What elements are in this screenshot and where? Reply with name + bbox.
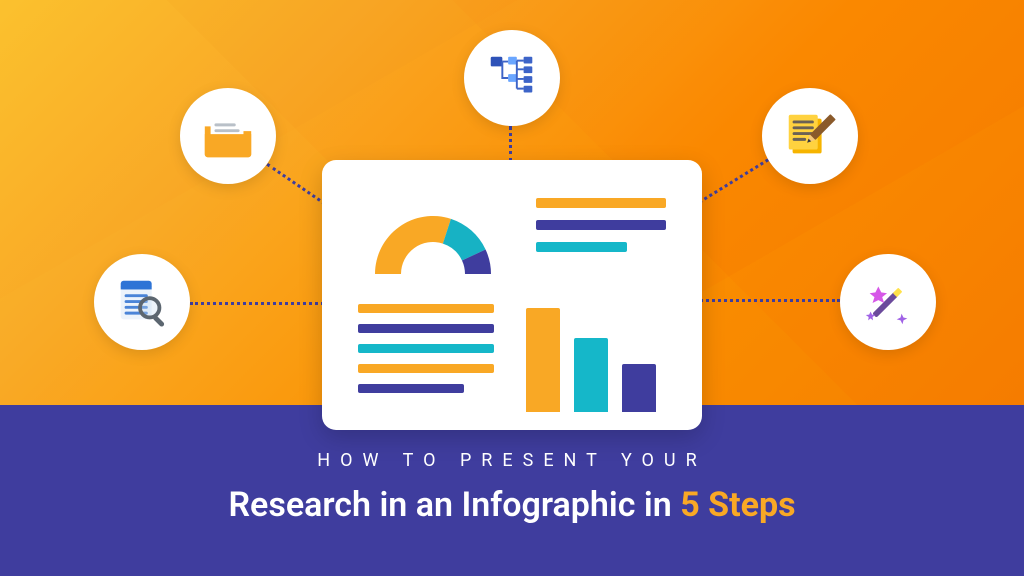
headline-main: Research in an Infographic in (228, 485, 680, 525)
dashboard-card (322, 160, 702, 430)
magic-wand-icon (840, 254, 936, 350)
hierarchy-icon (464, 30, 560, 126)
title-eyebrow: HOW TO PRESENT YOUR (0, 450, 1024, 471)
folder-icon (180, 88, 276, 184)
summary-lines (536, 194, 666, 284)
title-block: HOW TO PRESENT YOUR Research in an Infog… (0, 450, 1024, 525)
title-headline: Research in an Infographic in 5 Steps (0, 485, 1024, 525)
note-pencil-icon (762, 88, 858, 184)
search-list-icon (94, 254, 190, 350)
headline-accent: 5 Steps (680, 485, 795, 525)
bar-chart (526, 302, 666, 412)
gauge-chart (358, 194, 508, 284)
text-lines (358, 302, 494, 412)
